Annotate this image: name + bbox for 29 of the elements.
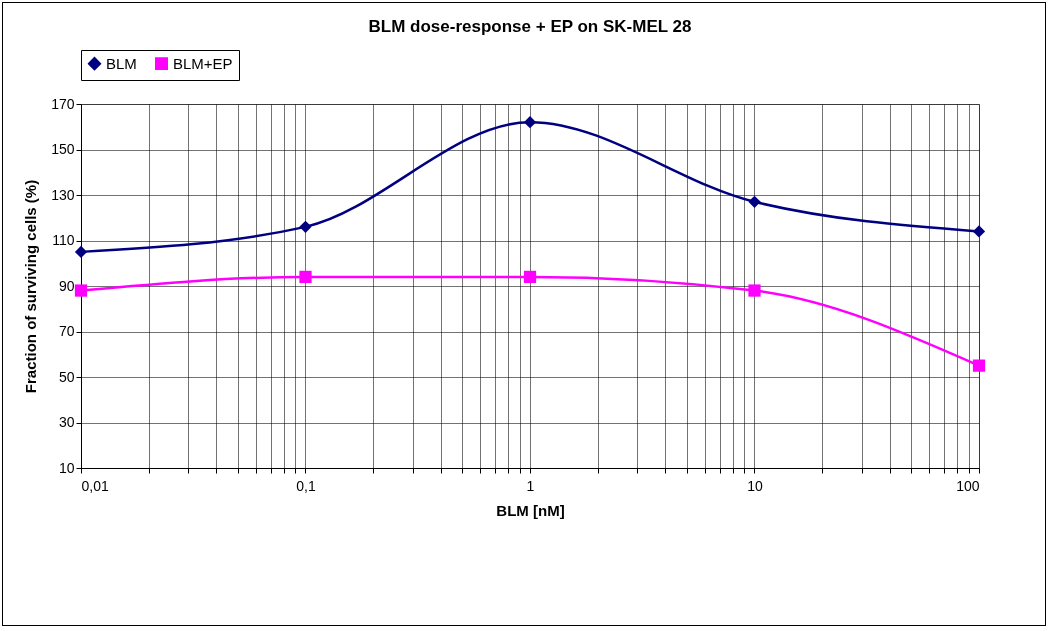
x-tick-label: 0,01 xyxy=(81,477,109,494)
point xyxy=(74,245,88,258)
y-tick-label: 50 xyxy=(58,368,75,385)
y-tick-label: 130 xyxy=(51,186,75,203)
y-tick-label: 90 xyxy=(58,277,75,294)
y-tick-label: 170 xyxy=(51,95,75,112)
point xyxy=(748,284,761,297)
y-axis-title: Fraction of surviving cells (%) xyxy=(22,179,40,394)
x-tick-label: 100 xyxy=(956,477,980,494)
chart-title: BLM dose-response + EP on SK-MEL 28 xyxy=(368,16,692,36)
x-tick-label: 1 xyxy=(526,477,535,494)
point xyxy=(523,116,537,129)
y-tick-label: 10 xyxy=(58,459,75,476)
y-tick-label: 30 xyxy=(58,414,75,430)
legend-label: BLM+EP xyxy=(173,54,233,72)
y-tick-label: 70 xyxy=(58,323,75,339)
point xyxy=(972,359,986,372)
x-tick-label: 0,1 xyxy=(296,477,316,494)
point xyxy=(523,270,537,284)
point xyxy=(748,195,761,208)
point xyxy=(299,270,312,284)
y-tick-label: 150 xyxy=(51,141,75,157)
legend-label: BLM xyxy=(106,54,137,72)
point xyxy=(972,225,986,238)
x-axis-title: BLM [nM] xyxy=(496,501,565,519)
y-tick-label: 110 xyxy=(52,232,75,248)
point xyxy=(299,220,312,233)
x-tick-label: 10 xyxy=(747,477,763,494)
point xyxy=(74,284,88,297)
